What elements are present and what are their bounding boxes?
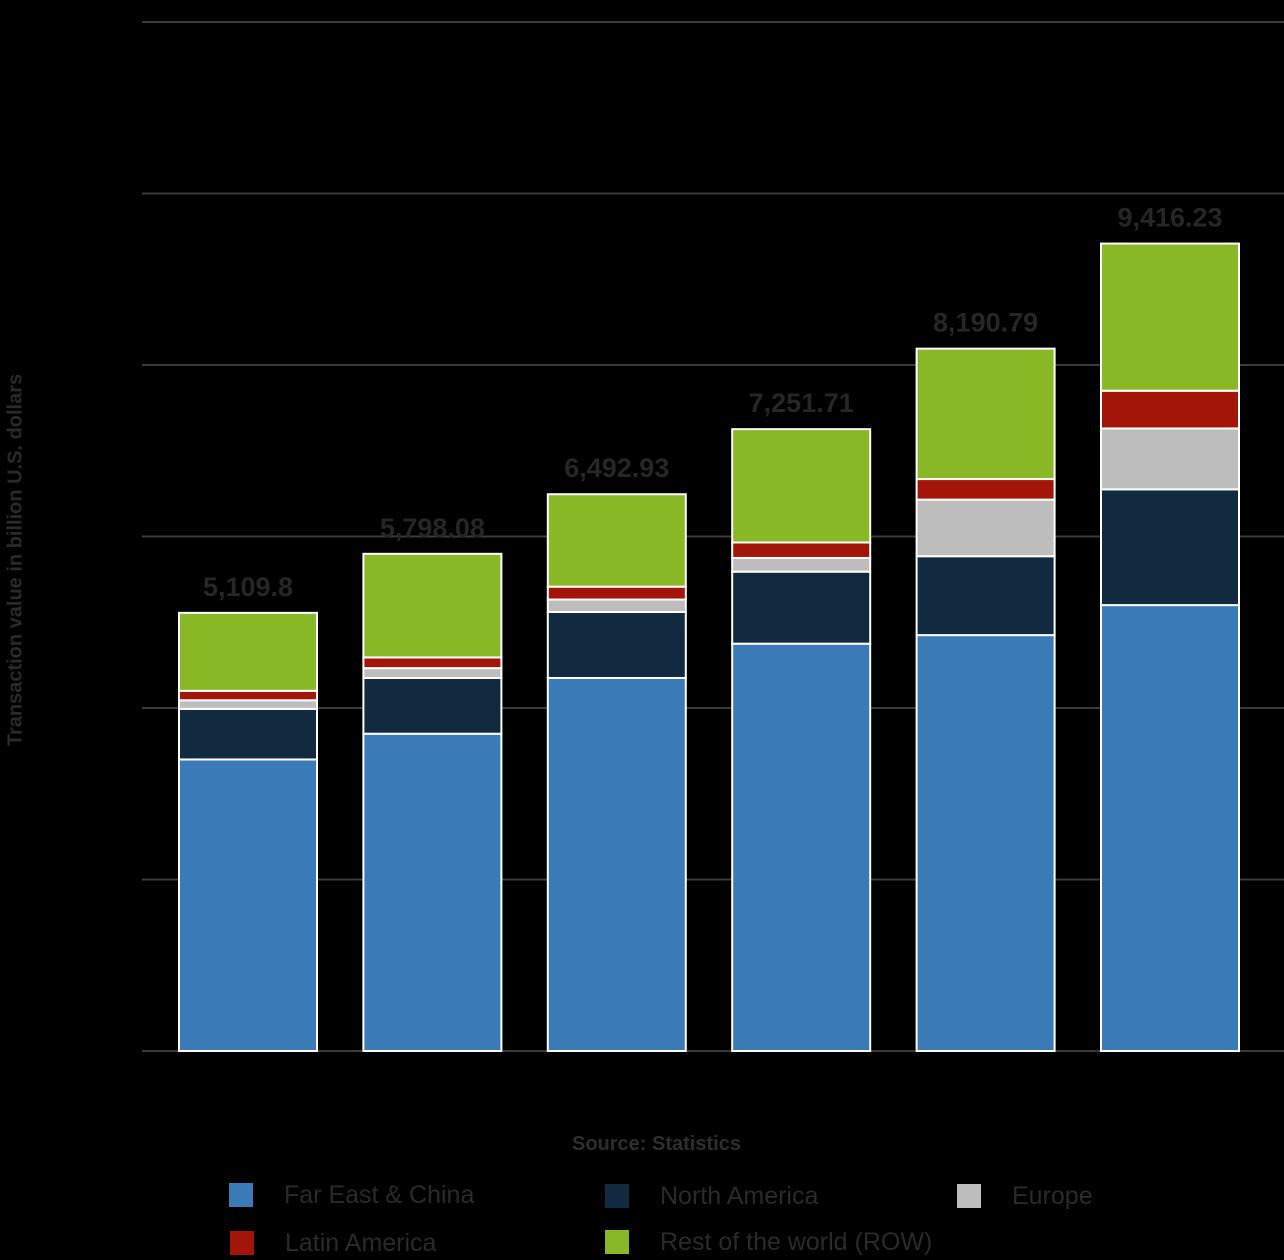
bar-segment-north-america[interactable] <box>1100 488 1240 607</box>
legend-item-rest-of-world[interactable]: Rest of the world (ROW) <box>605 1228 932 1256</box>
bar-segment-europe[interactable] <box>546 598 687 613</box>
legend-item-latin-america[interactable]: Latin America <box>230 1229 436 1257</box>
bar-segment-rest-of-the-world-row[interactable] <box>178 611 318 692</box>
bar-total-label: 7,251.71 <box>749 388 854 418</box>
legend-swatch <box>229 1183 253 1207</box>
bar-segment-europe[interactable] <box>1100 427 1240 491</box>
legend-label: North America <box>660 1181 819 1210</box>
bar-segment-latin-america[interactable] <box>1100 389 1240 430</box>
bar-segment-north-america[interactable] <box>362 676 503 735</box>
bar-segment-far-east-china[interactable] <box>362 732 503 1052</box>
bar-segment-north-america[interactable] <box>546 610 687 679</box>
bar-segment-rest-of-the-world-row[interactable] <box>1100 242 1240 392</box>
bar-segment-latin-america[interactable] <box>915 478 1056 501</box>
legend-swatch <box>230 1231 254 1255</box>
bar-segment-europe[interactable] <box>915 498 1056 558</box>
source-note: Source: Statistics <box>572 1133 741 1155</box>
legend-label: Far East & China <box>284 1180 475 1209</box>
legend-item-europe[interactable]: Europe <box>957 1182 1093 1210</box>
bar-segment-far-east-china[interactable] <box>1100 604 1240 1052</box>
bar-segment-latin-america[interactable] <box>178 689 318 702</box>
legend-item-far-east-china[interactable]: Far East & China <box>229 1181 474 1209</box>
bar-segment-north-america[interactable] <box>915 555 1056 637</box>
bar-segment-latin-america[interactable] <box>731 541 872 559</box>
bar-segment-north-america[interactable] <box>731 570 872 645</box>
legend-label: Latin America <box>285 1228 437 1257</box>
legend-swatch <box>957 1184 981 1208</box>
bar-total-label: 5,109.8 <box>203 572 293 602</box>
bar-total-label: 8,190.79 <box>933 308 1038 338</box>
bar-segment-far-east-china[interactable] <box>178 758 318 1052</box>
bar-segment-rest-of-the-world-row[interactable] <box>915 347 1056 481</box>
bar-segment-far-east-china[interactable] <box>546 676 687 1052</box>
bar-segment-latin-america[interactable] <box>546 585 687 601</box>
bar-segment-rest-of-the-world-row[interactable] <box>731 428 872 544</box>
bar-segment-rest-of-the-world-row[interactable] <box>362 552 503 659</box>
bar-segment-europe[interactable] <box>362 667 503 679</box>
bar-segment-latin-america[interactable] <box>362 656 503 670</box>
bar-total-label: 5,798.08 <box>380 513 485 543</box>
legend-swatch <box>605 1230 629 1254</box>
legend-swatch <box>605 1184 629 1208</box>
bar-segment-europe[interactable] <box>178 699 318 710</box>
legend-label: Rest of the world (ROW) <box>660 1227 933 1256</box>
bar-total-label: 6,492.93 <box>564 453 669 483</box>
bar-segment-far-east-china[interactable] <box>915 634 1056 1052</box>
bar-segment-rest-of-the-world-row[interactable] <box>546 493 687 588</box>
bar-total-label: 9,416.23 <box>1117 203 1222 233</box>
bar-segment-europe[interactable] <box>731 556 872 573</box>
bar-segment-north-america[interactable] <box>178 707 318 761</box>
legend-item-north-america[interactable]: North America <box>605 1182 818 1210</box>
y-axis-label: Transaction value in billion U.S. dollar… <box>4 373 27 747</box>
legend-label: Europe <box>1012 1181 1093 1210</box>
bar-segment-far-east-china[interactable] <box>731 642 872 1052</box>
